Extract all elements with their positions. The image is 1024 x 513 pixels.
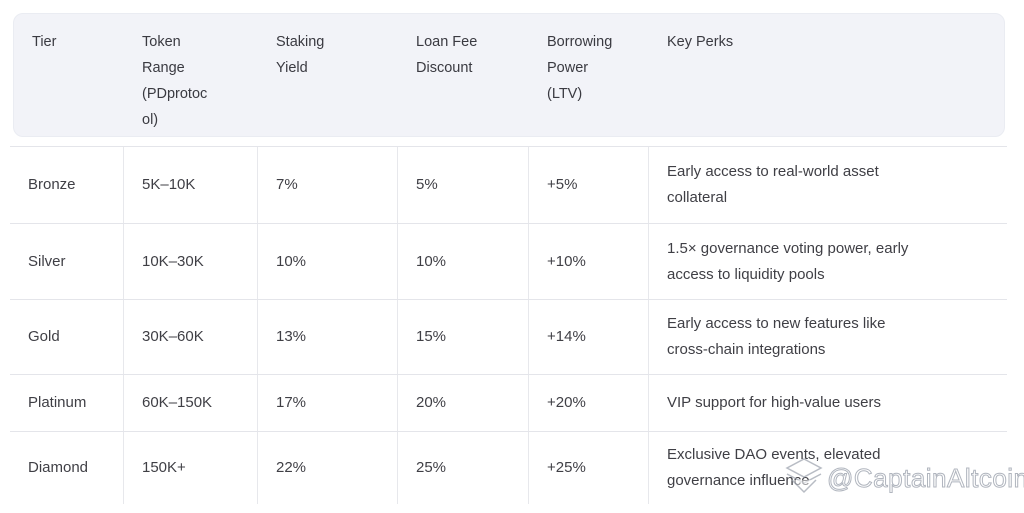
column-header-staking-yield: Staking Yield (258, 29, 398, 136)
cell-token-range: 30K–60K (123, 300, 257, 374)
table-row-gold: Gold 30K–60K 13% 15% +14% Early access t… (10, 300, 1007, 375)
table-row-platinum: Platinum 60K–150K 17% 20% +20% VIP suppo… (10, 375, 1007, 432)
cell-token-range: 10K–30K (123, 224, 257, 299)
column-header-label: Borrowing Power (LTV) (547, 34, 613, 102)
column-header-tier: Tier (14, 29, 124, 136)
cell-staking-yield: 10% (257, 224, 397, 299)
cell-staking-yield: 7% (257, 147, 397, 223)
column-header-key-perks: Key Perks (649, 29, 1004, 136)
column-header-label: Tier (32, 34, 57, 50)
table-row-silver: Silver 10K–30K 10% 10% +10% 1.5× governa… (10, 224, 1007, 300)
cell-token-range: 5K–10K (123, 147, 257, 223)
cell-key-perks: Early access to new features like cross-… (648, 300, 1007, 374)
cell-loan-fee-discount: 15% (397, 300, 528, 374)
column-header-loan-fee-discount: Loan Fee Discount (398, 29, 529, 136)
cell-borrowing-power: +20% (528, 375, 648, 431)
cell-staking-yield: 22% (257, 432, 397, 504)
cell-tier: Bronze (28, 176, 76, 193)
cell-key-perks: Exclusive DAO events, elevated governanc… (648, 432, 1007, 504)
cell-borrowing-power: +14% (528, 300, 648, 374)
table-body: Bronze 5K–10K 7% 5% +5% Early access to … (10, 146, 1007, 504)
cell-token-range: 60K–150K (123, 375, 257, 431)
cell-loan-fee-discount: 20% (397, 375, 528, 431)
cell-loan-fee-discount: 25% (397, 432, 528, 504)
table-row-bronze: Bronze 5K–10K 7% 5% +5% Early access to … (10, 147, 1007, 224)
cell-key-perks: 1.5× governance voting power, early acce… (648, 224, 1007, 299)
column-header-label: Key Perks (667, 34, 734, 50)
cell-key-perks: VIP support for high-value users (648, 375, 1007, 431)
cell-key-perks: Early access to real-world asset collate… (648, 147, 1007, 223)
cell-tier: Platinum (28, 394, 87, 411)
cell-staking-yield: 17% (257, 375, 397, 431)
cell-loan-fee-discount: 10% (397, 224, 528, 299)
cell-borrowing-power: +5% (528, 147, 648, 223)
cell-tier: Silver (28, 252, 66, 270)
table-header-row: Tier Token Range (PDprotocol) Staking Yi… (13, 13, 1005, 137)
cell-borrowing-power: +10% (528, 224, 648, 299)
cell-borrowing-power: +25% (528, 432, 648, 504)
cell-tier: Diamond (28, 459, 89, 476)
cell-staking-yield: 13% (257, 300, 397, 374)
cell-token-range: 150K+ (123, 432, 257, 504)
column-header-token-range: Token Range (PDprotocol) (124, 29, 258, 136)
column-header-label: Loan Fee Discount (416, 34, 478, 76)
column-header-label: Token Range (PDprotocol) (142, 34, 208, 128)
cell-loan-fee-discount: 5% (397, 147, 528, 223)
column-header-label: Staking Yield (276, 34, 325, 76)
cell-tier: Gold (28, 328, 60, 345)
column-header-borrowing-power: Borrowing Power (LTV) (529, 29, 649, 136)
table-row-diamond: Diamond 150K+ 22% 25% +25% Exclusive DAO… (10, 432, 1007, 504)
